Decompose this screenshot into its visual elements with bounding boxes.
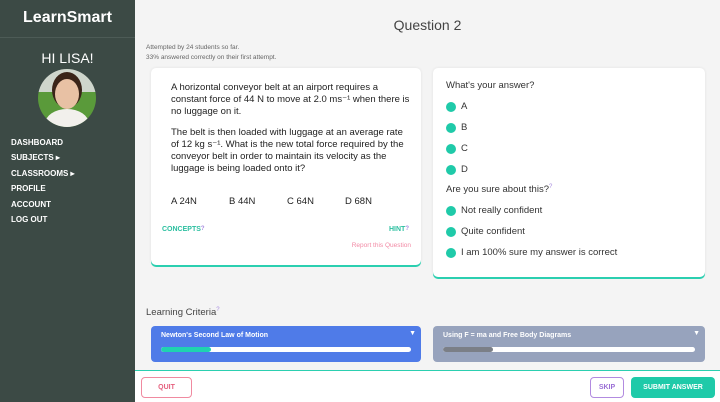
answer-radio-a[interactable]: A — [446, 101, 467, 112]
quit-button[interactable]: QUIT — [141, 377, 192, 398]
question-text-2: The belt is then loaded with luggage at … — [171, 127, 404, 174]
confidence-heading: Are you sure about this?? — [446, 184, 552, 195]
radio-icon — [446, 247, 456, 258]
learning-criteria-label: Learning Criteria — [146, 307, 217, 318]
radio-label: C — [461, 143, 468, 154]
chevron-down-icon[interactable]: ▼ — [409, 330, 416, 337]
help-icon[interactable]: ? — [405, 226, 409, 232]
radio-icon — [446, 101, 456, 112]
question-card: A horizontal conveyor belt at an airport… — [151, 68, 421, 265]
answer-card: What's your answer? A B C D Are you sure… — [433, 68, 705, 277]
question-stats: Attempted by 24 students so far. 33% ans… — [146, 43, 276, 63]
hint-label: HINT — [388, 226, 406, 233]
option-a: A 24N — [171, 196, 197, 207]
radio-label: A — [461, 101, 468, 112]
criterion-card[interactable]: Using F = ma and Free Body Diagrams ▼ — [433, 326, 705, 362]
radio-label: B — [461, 122, 468, 133]
nav-logout[interactable]: LOG OUT — [11, 214, 48, 224]
option-b: B 44N — [229, 196, 256, 207]
help-icon[interactable]: ? — [216, 307, 220, 313]
app-logo[interactable]: LearnSmart — [23, 9, 112, 26]
radio-icon — [446, 143, 456, 154]
criterion-title: Newton's Second Law of Motion — [161, 332, 269, 339]
nav-subjects[interactable]: SUBJECTS ▸ — [11, 153, 60, 163]
answer-radio-d[interactable]: D — [446, 164, 468, 175]
sidebar: LearnSmart HI LISA! DASHBOARD SUBJECTS ▸… — [0, 0, 135, 402]
report-question-link[interactable]: Report this Question — [351, 242, 411, 249]
help-icon[interactable]: ? — [200, 226, 205, 232]
confidence-radio-high[interactable]: I am 100% sure my answer is correct — [446, 247, 617, 258]
radio-icon — [446, 226, 456, 237]
nav-menu: DASHBOARD SUBJECTS ▸ CLASSROOMS ▸ PROFIL… — [11, 138, 75, 230]
concepts-link[interactable]: CONCEPTS? — [162, 226, 205, 233]
divider — [0, 37, 135, 38]
radio-icon — [446, 122, 456, 133]
avatar[interactable] — [38, 69, 96, 127]
learning-criteria-heading: Learning Criteria? — [146, 307, 220, 318]
help-icon[interactable]: ? — [548, 184, 553, 190]
radio-label: Not really confident — [461, 205, 543, 216]
nav-account[interactable]: ACCOUNT — [11, 199, 51, 209]
nav-profile[interactable]: PROFILE — [11, 184, 46, 194]
radio-icon — [446, 164, 456, 175]
page-title: Question 2 — [393, 17, 462, 33]
nav-dashboard[interactable]: DASHBOARD — [11, 138, 63, 147]
confidence-radio-low[interactable]: Not really confident — [446, 205, 542, 216]
radio-label: I am 100% sure my answer is correct — [461, 247, 618, 258]
bottom-bar: QUIT SKIP SUBMIT ANSWER — [135, 370, 720, 402]
progress-fill — [161, 347, 211, 352]
submit-answer-button[interactable]: SUBMIT ANSWER — [631, 377, 715, 398]
criterion-title: Using F = ma and Free Body Diagrams — [443, 332, 572, 339]
answer-radio-b[interactable]: B — [446, 122, 467, 133]
answer-heading: What's your answer? — [446, 80, 535, 91]
attempt-count: Attempted by 24 students so far. — [146, 44, 240, 51]
option-d: D 68N — [345, 196, 372, 207]
answer-radio-c[interactable]: C — [446, 143, 468, 154]
criterion-card[interactable]: Newton's Second Law of Motion ▼ — [151, 326, 421, 362]
progress-fill — [443, 347, 494, 352]
option-c: C 64N — [287, 196, 314, 207]
criterion-progress-bar — [161, 347, 411, 352]
question-text-1: A horizontal conveyor belt at an airport… — [171, 82, 410, 117]
confidence-label: Are you sure about this? — [446, 184, 549, 195]
radio-icon — [446, 205, 456, 216]
radio-label: Quite confident — [461, 226, 525, 237]
confidence-radio-mid[interactable]: Quite confident — [446, 226, 525, 237]
greeting: HI LISA! — [41, 50, 94, 66]
chevron-down-icon[interactable]: ▼ — [693, 330, 700, 337]
radio-label: D — [461, 164, 468, 175]
skip-button[interactable]: SKIP — [590, 377, 624, 398]
correct-rate: 33% answered correctly on their first at… — [146, 54, 277, 61]
concepts-label: CONCEPTS — [162, 226, 201, 233]
question-options: A 24N B 44N C 64N D 68N — [171, 196, 403, 207]
criterion-progress-bar — [443, 347, 695, 352]
hint-link[interactable]: HINT? — [389, 226, 409, 233]
nav-classrooms[interactable]: CLASSROOMS ▸ — [11, 168, 75, 178]
